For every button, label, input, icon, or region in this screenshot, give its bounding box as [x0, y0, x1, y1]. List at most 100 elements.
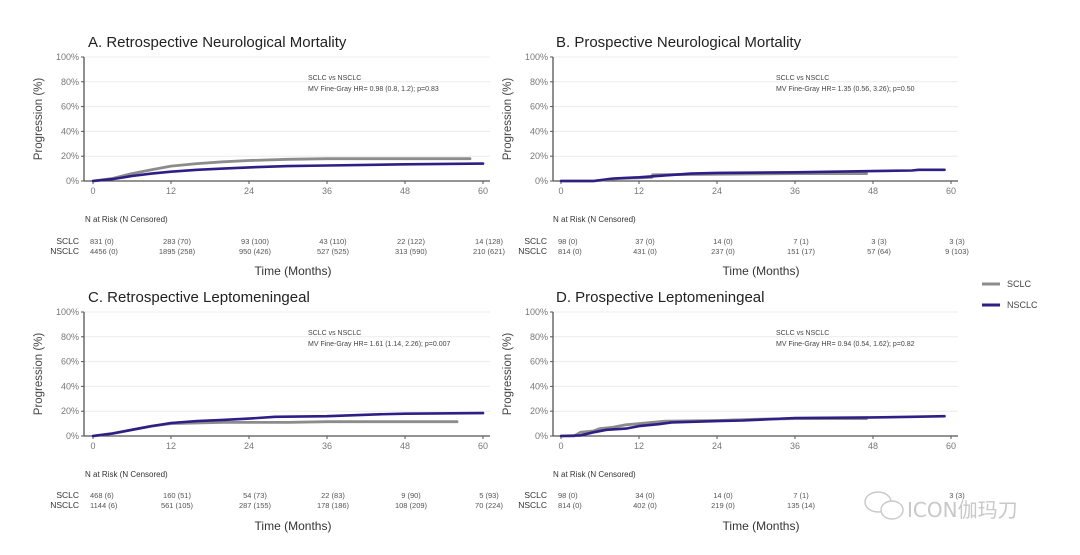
x-tick-label: 24 [712, 441, 722, 451]
x-tick-label: 36 [790, 441, 800, 451]
risk-value: 9 (90) [401, 491, 421, 500]
risk-group-label: SCLC [56, 490, 79, 500]
risk-table-header: N at Risk (N Censored) [85, 470, 168, 479]
risk-group-label: NSCLC [518, 500, 547, 510]
chart-title: D. Prospective Leptomeningeal [556, 289, 764, 306]
risk-value: 7 (1) [793, 237, 809, 246]
risk-value: 93 (100) [241, 237, 269, 246]
risk-table-header: N at Risk (N Censored) [553, 215, 636, 224]
risk-value: 1895 (258) [159, 247, 196, 256]
x-tick-label: 12 [634, 441, 644, 451]
risk-value: 135 (14) [787, 501, 815, 510]
x-axis-label: Time (Months) [723, 519, 800, 533]
x-tick-label: 36 [322, 441, 332, 451]
y-tick-label: 80% [530, 77, 548, 87]
risk-value: 1144 (6) [90, 501, 118, 510]
x-tick-label: 12 [166, 441, 176, 451]
risk-group-label: SCLC [56, 236, 79, 246]
series-line-sclc [91, 420, 459, 438]
x-tick-label: 48 [400, 186, 410, 196]
risk-value: 14 (0) [713, 237, 733, 246]
x-tick-label: 12 [166, 186, 176, 196]
risk-value: 3 (3) [871, 237, 887, 246]
risk-value: 54 (73) [243, 491, 267, 500]
y-tick-label: 60% [530, 102, 548, 112]
risk-value: 108 (209) [395, 501, 428, 510]
y-tick-label: 0% [66, 431, 79, 441]
y-tick-label: 20% [530, 151, 548, 161]
y-tick-label: 60% [530, 357, 548, 367]
panel-a: A. Retrospective Neurological Mortality 0… [33, 34, 506, 278]
y-axis-label: Progression (%) [33, 78, 45, 161]
y-tick-label: 100% [56, 52, 79, 62]
x-tick-label: 0 [90, 186, 95, 196]
risk-value: 468 (6) [90, 491, 114, 500]
risk-value: 561 (105) [161, 501, 194, 510]
risk-value: 283 (70) [163, 237, 191, 246]
risk-value: 43 (110) [319, 237, 347, 246]
hr-annotation: SCLC vs NSCLC [308, 330, 361, 337]
y-tick-label: 40% [61, 126, 79, 136]
panel-c: C. Retrospective Leptomeningeal 0% 20% 40% 6… [33, 289, 503, 533]
x-tick-label: 60 [478, 186, 488, 196]
x-tick-label: 0 [558, 441, 563, 451]
risk-value: 22 (122) [397, 237, 425, 246]
watermark-text: ICON伽玛刀 [907, 498, 1018, 522]
risk-value: 22 (83) [321, 491, 345, 500]
x-tick-label: 12 [634, 186, 644, 196]
series-line-nsclc [559, 414, 946, 438]
y-tick-label: 0% [535, 176, 548, 186]
x-tick-label: 60 [478, 441, 488, 451]
risk-value: 3 (3) [949, 491, 965, 500]
risk-value: 160 (51) [163, 491, 191, 500]
legend-label: SCLC [1007, 279, 1032, 289]
y-tick-label: 100% [525, 307, 548, 317]
x-tick-label: 48 [868, 186, 878, 196]
risk-value: 34 (0) [635, 491, 655, 500]
risk-value: 210 (621) [473, 247, 506, 256]
y-axis-label: Progression (%) [502, 78, 514, 161]
risk-value: 5 (93) [479, 491, 499, 500]
x-tick-label: 24 [244, 441, 254, 451]
x-axis-label: Time (Months) [255, 519, 332, 533]
y-tick-label: 40% [530, 126, 548, 136]
risk-value: 178 (186) [317, 501, 350, 510]
hr-annotation: MV Fine-Gray HR= 1.35 (0.56, 3.26); p=0.… [776, 86, 915, 93]
risk-value: 70 (224) [475, 501, 503, 510]
risk-value: 98 (0) [558, 237, 578, 246]
risk-value: 402 (0) [633, 501, 657, 510]
y-tick-label: 100% [525, 52, 548, 62]
x-tick-label: 60 [946, 441, 956, 451]
risk-value: 431 (0) [633, 247, 657, 256]
y-tick-label: 100% [56, 307, 79, 317]
hr-annotation: MV Fine-Gray HR= 0.98 (0.8, 1.2); p=0.83 [308, 86, 439, 93]
risk-group-label: SCLC [524, 490, 547, 500]
risk-value: 57 (64) [867, 247, 891, 256]
hr-annotation: SCLC vs NSCLC [776, 330, 829, 337]
risk-value: 4456 (0) [90, 247, 118, 256]
y-tick-label: 80% [530, 332, 548, 342]
x-tick-label: 36 [790, 186, 800, 196]
risk-value: 313 (590) [395, 247, 428, 256]
x-tick-label: 0 [90, 441, 95, 451]
hr-annotation: SCLC vs NSCLC [308, 75, 361, 82]
risk-value: 831 (0) [90, 237, 114, 246]
risk-value: 9 (103) [945, 247, 969, 256]
chart-title: A. Retrospective Neurological Mortality [88, 34, 347, 51]
y-tick-label: 0% [66, 176, 79, 186]
risk-value: 37 (0) [635, 237, 655, 246]
panel-b: B. Prospective Neurological Mortality 0% 2… [502, 34, 969, 278]
y-axis-label: Progression (%) [33, 333, 45, 416]
hr-annotation: SCLC vs NSCLC [776, 75, 829, 82]
y-tick-label: 60% [61, 102, 79, 112]
x-axis-label: Time (Months) [723, 264, 800, 278]
hr-annotation: MV Fine-Gray HR= 1.61 (1.14, 2.26); p=0.… [308, 341, 451, 348]
risk-value: 3 (3) [949, 237, 965, 246]
risk-value: 151 (17) [787, 247, 815, 256]
x-tick-label: 24 [712, 186, 722, 196]
hr-annotation: MV Fine-Gray HR= 0.94 (0.54, 1.62); p=0.… [776, 341, 915, 348]
x-tick-label: 36 [322, 186, 332, 196]
risk-value: 7 (1) [793, 491, 809, 500]
risk-value: 527 (525) [317, 247, 350, 256]
risk-value: 219 (0) [711, 501, 735, 510]
